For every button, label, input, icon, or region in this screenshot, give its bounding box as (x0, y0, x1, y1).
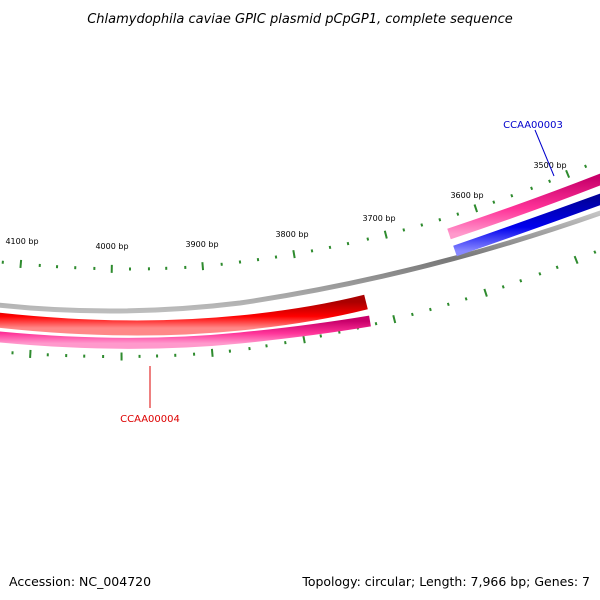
inner-tick-mark (392, 315, 397, 324)
inner-tick-ring (11, 250, 597, 361)
inner-tick-mark (302, 335, 306, 344)
gene-label-ccaa00003[interactable]: CCAA00003 (503, 120, 563, 131)
inner-tick-mark (573, 255, 579, 264)
tick-label: 4000 bp (95, 242, 128, 251)
backbone-arc (0, 210, 600, 314)
outer-tick-mark (346, 241, 350, 246)
inner-tick-mark (446, 302, 450, 307)
outer-tick-mark (328, 245, 332, 250)
outer-tick-mark (473, 204, 479, 213)
cds-forward-arc[interactable] (447, 173, 600, 240)
inner-tick-mark (538, 272, 542, 276)
gene-ccaa00004-arc[interactable] (0, 294, 368, 336)
inner-tick-mark (319, 334, 323, 338)
outer-tick-ring (1, 164, 588, 273)
inner-tick-mark (555, 265, 559, 270)
inner-tick-mark (374, 322, 378, 326)
outer-tick-mark (420, 223, 424, 227)
outer-tick-mark (584, 164, 588, 169)
outer-tick-mark (530, 186, 534, 191)
inner-tick-mark (519, 279, 523, 283)
gene-ccaa00003-arc[interactable] (453, 193, 600, 257)
accession-text: Accession: NC_004720 (9, 574, 151, 589)
map-title: Chlamydophila caviae GPIC plasmid pCpGP1… (87, 12, 513, 27)
inner-tick-mark (501, 285, 505, 289)
inner-tick-mark (464, 297, 468, 301)
tick-label: 3600 bp (450, 191, 483, 200)
tick-label: 3700 bp (362, 214, 395, 223)
outer-tick-mark (565, 169, 571, 179)
outer-tick-mark (548, 179, 552, 184)
outer-tick-mark (19, 259, 23, 269)
outer-tick-mark (510, 193, 514, 198)
outer-tick-mark (366, 237, 370, 241)
tick-label: 4100 bp (5, 237, 38, 246)
cds-reverse-arc[interactable] (0, 315, 371, 349)
inner-tick-mark (284, 340, 287, 345)
inner-tick-mark (429, 307, 432, 312)
gene-label-ccaa00004[interactable]: CCAA00004 (120, 414, 180, 425)
inner-tick-mark (411, 312, 414, 317)
inner-tick-mark (593, 250, 597, 254)
inner-tick-mark (210, 348, 214, 357)
tick-label: 3800 bp (275, 230, 308, 239)
outer-tick-mark (456, 212, 460, 216)
outer-tick-mark (492, 200, 496, 204)
outer-tick-mark (310, 249, 314, 253)
outer-tick-mark (383, 230, 388, 239)
tick-label: 3900 bp (185, 240, 218, 249)
topology-summary: Topology: circular; Length: 7,966 bp; Ge… (301, 574, 590, 589)
outer-tick-mark (201, 262, 205, 271)
outer-tick-mark (438, 217, 442, 222)
inner-tick-mark (483, 288, 488, 297)
outer-tick-mark (292, 249, 296, 259)
ccaa00003-leader-line (534, 129, 555, 177)
outer-tick-mark (402, 228, 406, 232)
